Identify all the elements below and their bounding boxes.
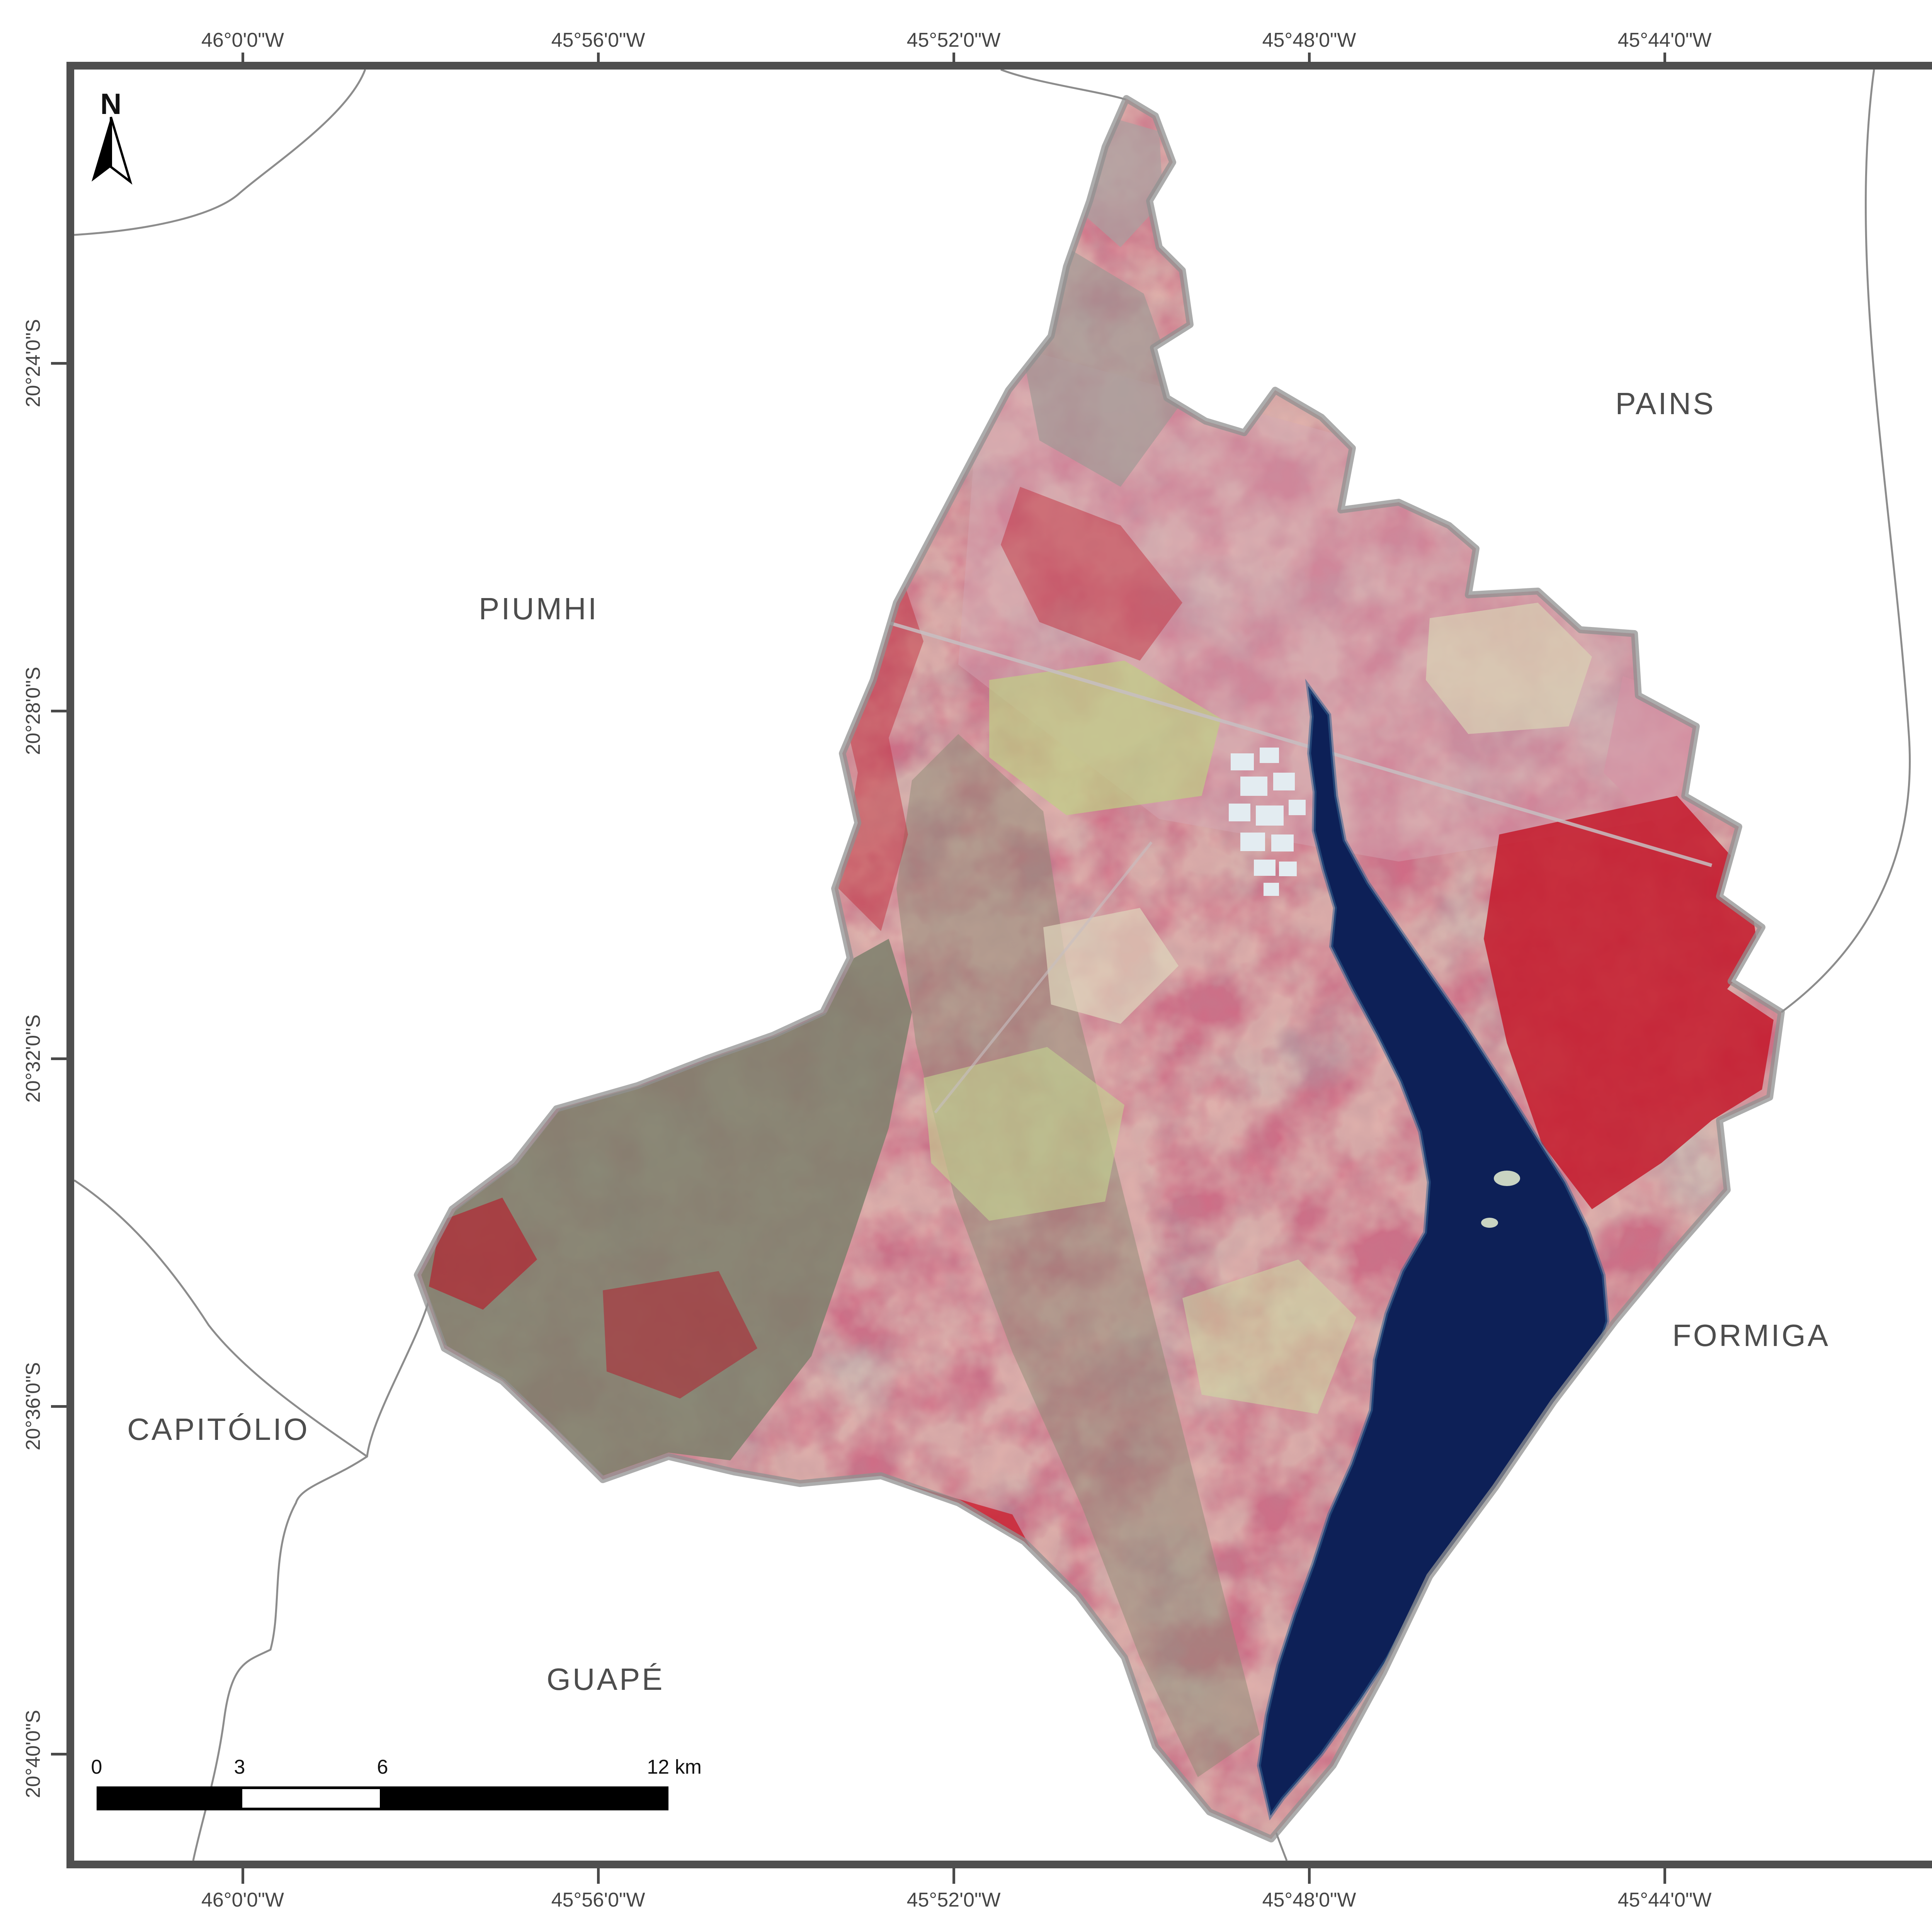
lon-label: 45°52'0"W (906, 1889, 1001, 1911)
lat-label: 20°36'0"S (22, 1362, 44, 1451)
map-label-capitolio: CAPITÓLIO (127, 1412, 310, 1446)
tick (1308, 1868, 1311, 1884)
municipality-outline (414, 95, 1785, 1842)
island (1494, 1171, 1520, 1186)
tick (597, 53, 600, 63)
town-pimenta (1229, 748, 1306, 896)
tick (952, 1868, 955, 1884)
north-letter: N (100, 88, 122, 121)
tick (51, 1057, 66, 1060)
tick (1663, 1868, 1666, 1884)
map-label-piumhi: PIUMHI (479, 591, 599, 626)
lon-label: 45°48'0"W (1262, 29, 1356, 51)
municipality-imagery (417, 99, 1781, 1839)
lon-label: 45°44'0"W (1617, 29, 1712, 51)
lon-label: 45°56'0"W (551, 29, 645, 51)
tick (51, 1753, 66, 1756)
neighbor-boundaries (74, 70, 1911, 1861)
scalebar-label-6: 6 (377, 1756, 388, 1778)
lon-label: 45°52'0"W (906, 29, 1001, 51)
island (1481, 1218, 1498, 1228)
tick (597, 1868, 600, 1884)
tick (952, 53, 955, 63)
lon-label: 45°44'0"W (1617, 1889, 1712, 1911)
scale-bar (97, 1786, 668, 1810)
lon-label: 45°48'0"W (1262, 1889, 1356, 1911)
road (934, 841, 1153, 1114)
tick (1663, 53, 1666, 63)
tick (51, 710, 66, 712)
lon-label: 46°0'0"W (201, 29, 284, 51)
reservoir (1257, 678, 1610, 1820)
satellite-map (74, 70, 1911, 1861)
scalebar-label-3: 3 (234, 1756, 245, 1778)
map-label-guape: GUAPÉ (546, 1662, 665, 1696)
tick (242, 53, 244, 63)
lon-label: 45°56'0"W (551, 1889, 645, 1911)
lon-label: 46°0'0"W (201, 1889, 284, 1911)
map-label-formiga: FORMIGA (1672, 1318, 1830, 1353)
north-arrow: N (92, 88, 133, 185)
lat-label: 20°32'0"S (22, 1014, 44, 1103)
lat-label: 20°40'0"S (22, 1710, 44, 1798)
tick (242, 1868, 244, 1884)
scalebar-label-0: 0 (91, 1756, 102, 1778)
map-label-pains: PAINS (1615, 386, 1716, 421)
road (872, 616, 1713, 867)
tick (51, 362, 66, 365)
lat-label: 20°24'0"S (22, 319, 44, 408)
tick (51, 1405, 66, 1408)
scalebar-label-12: 12 km (647, 1756, 702, 1778)
tick (1308, 53, 1311, 63)
lat-label: 20°28'0"S (22, 666, 44, 755)
